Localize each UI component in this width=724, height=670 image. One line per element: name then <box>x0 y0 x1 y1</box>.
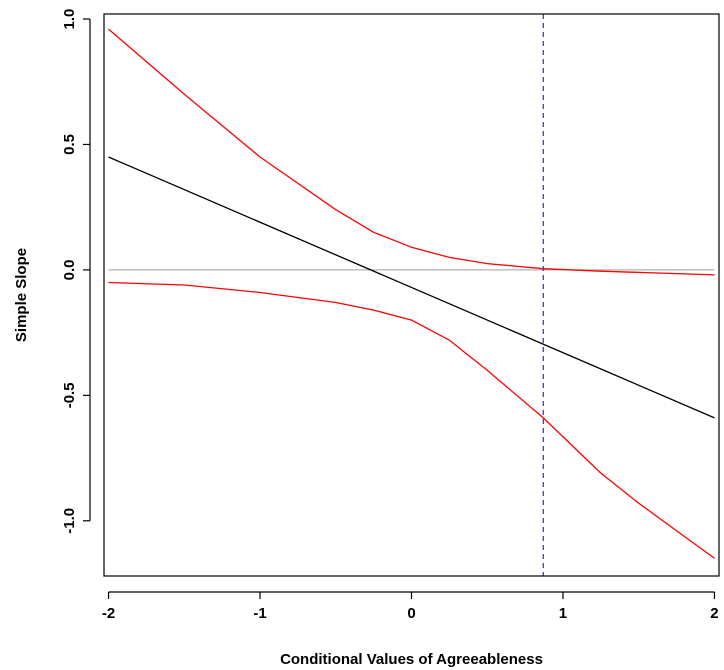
y-tick-label: -0.5 <box>61 382 78 408</box>
x-tick-label: 2 <box>710 605 718 622</box>
x-tick-label: 0 <box>407 605 415 622</box>
axes-layer: -2 -1 0 1 2 -1.0 -0.5 0.0 0.5 1.0 <box>61 9 719 622</box>
y-tick-label: 0.5 <box>61 134 78 155</box>
y-tick-label: -1.0 <box>61 508 78 534</box>
lower-bound-line <box>108 281 715 559</box>
plot-layer <box>108 14 715 576</box>
y-tick-label: 0.0 <box>61 259 78 280</box>
y-tick-label: 1.0 <box>61 9 78 30</box>
estimate-line <box>108 156 715 419</box>
x-tick-label: -1 <box>253 605 266 622</box>
x-axis-title: Conditional Values of Agreeableness <box>280 651 543 668</box>
x-tick-label: -2 <box>102 605 115 622</box>
plot-frame <box>103 13 720 577</box>
x-tick-label: 1 <box>559 605 567 622</box>
y-axis-title: Simple Slope <box>13 248 30 342</box>
upper-bound-line <box>108 28 715 276</box>
